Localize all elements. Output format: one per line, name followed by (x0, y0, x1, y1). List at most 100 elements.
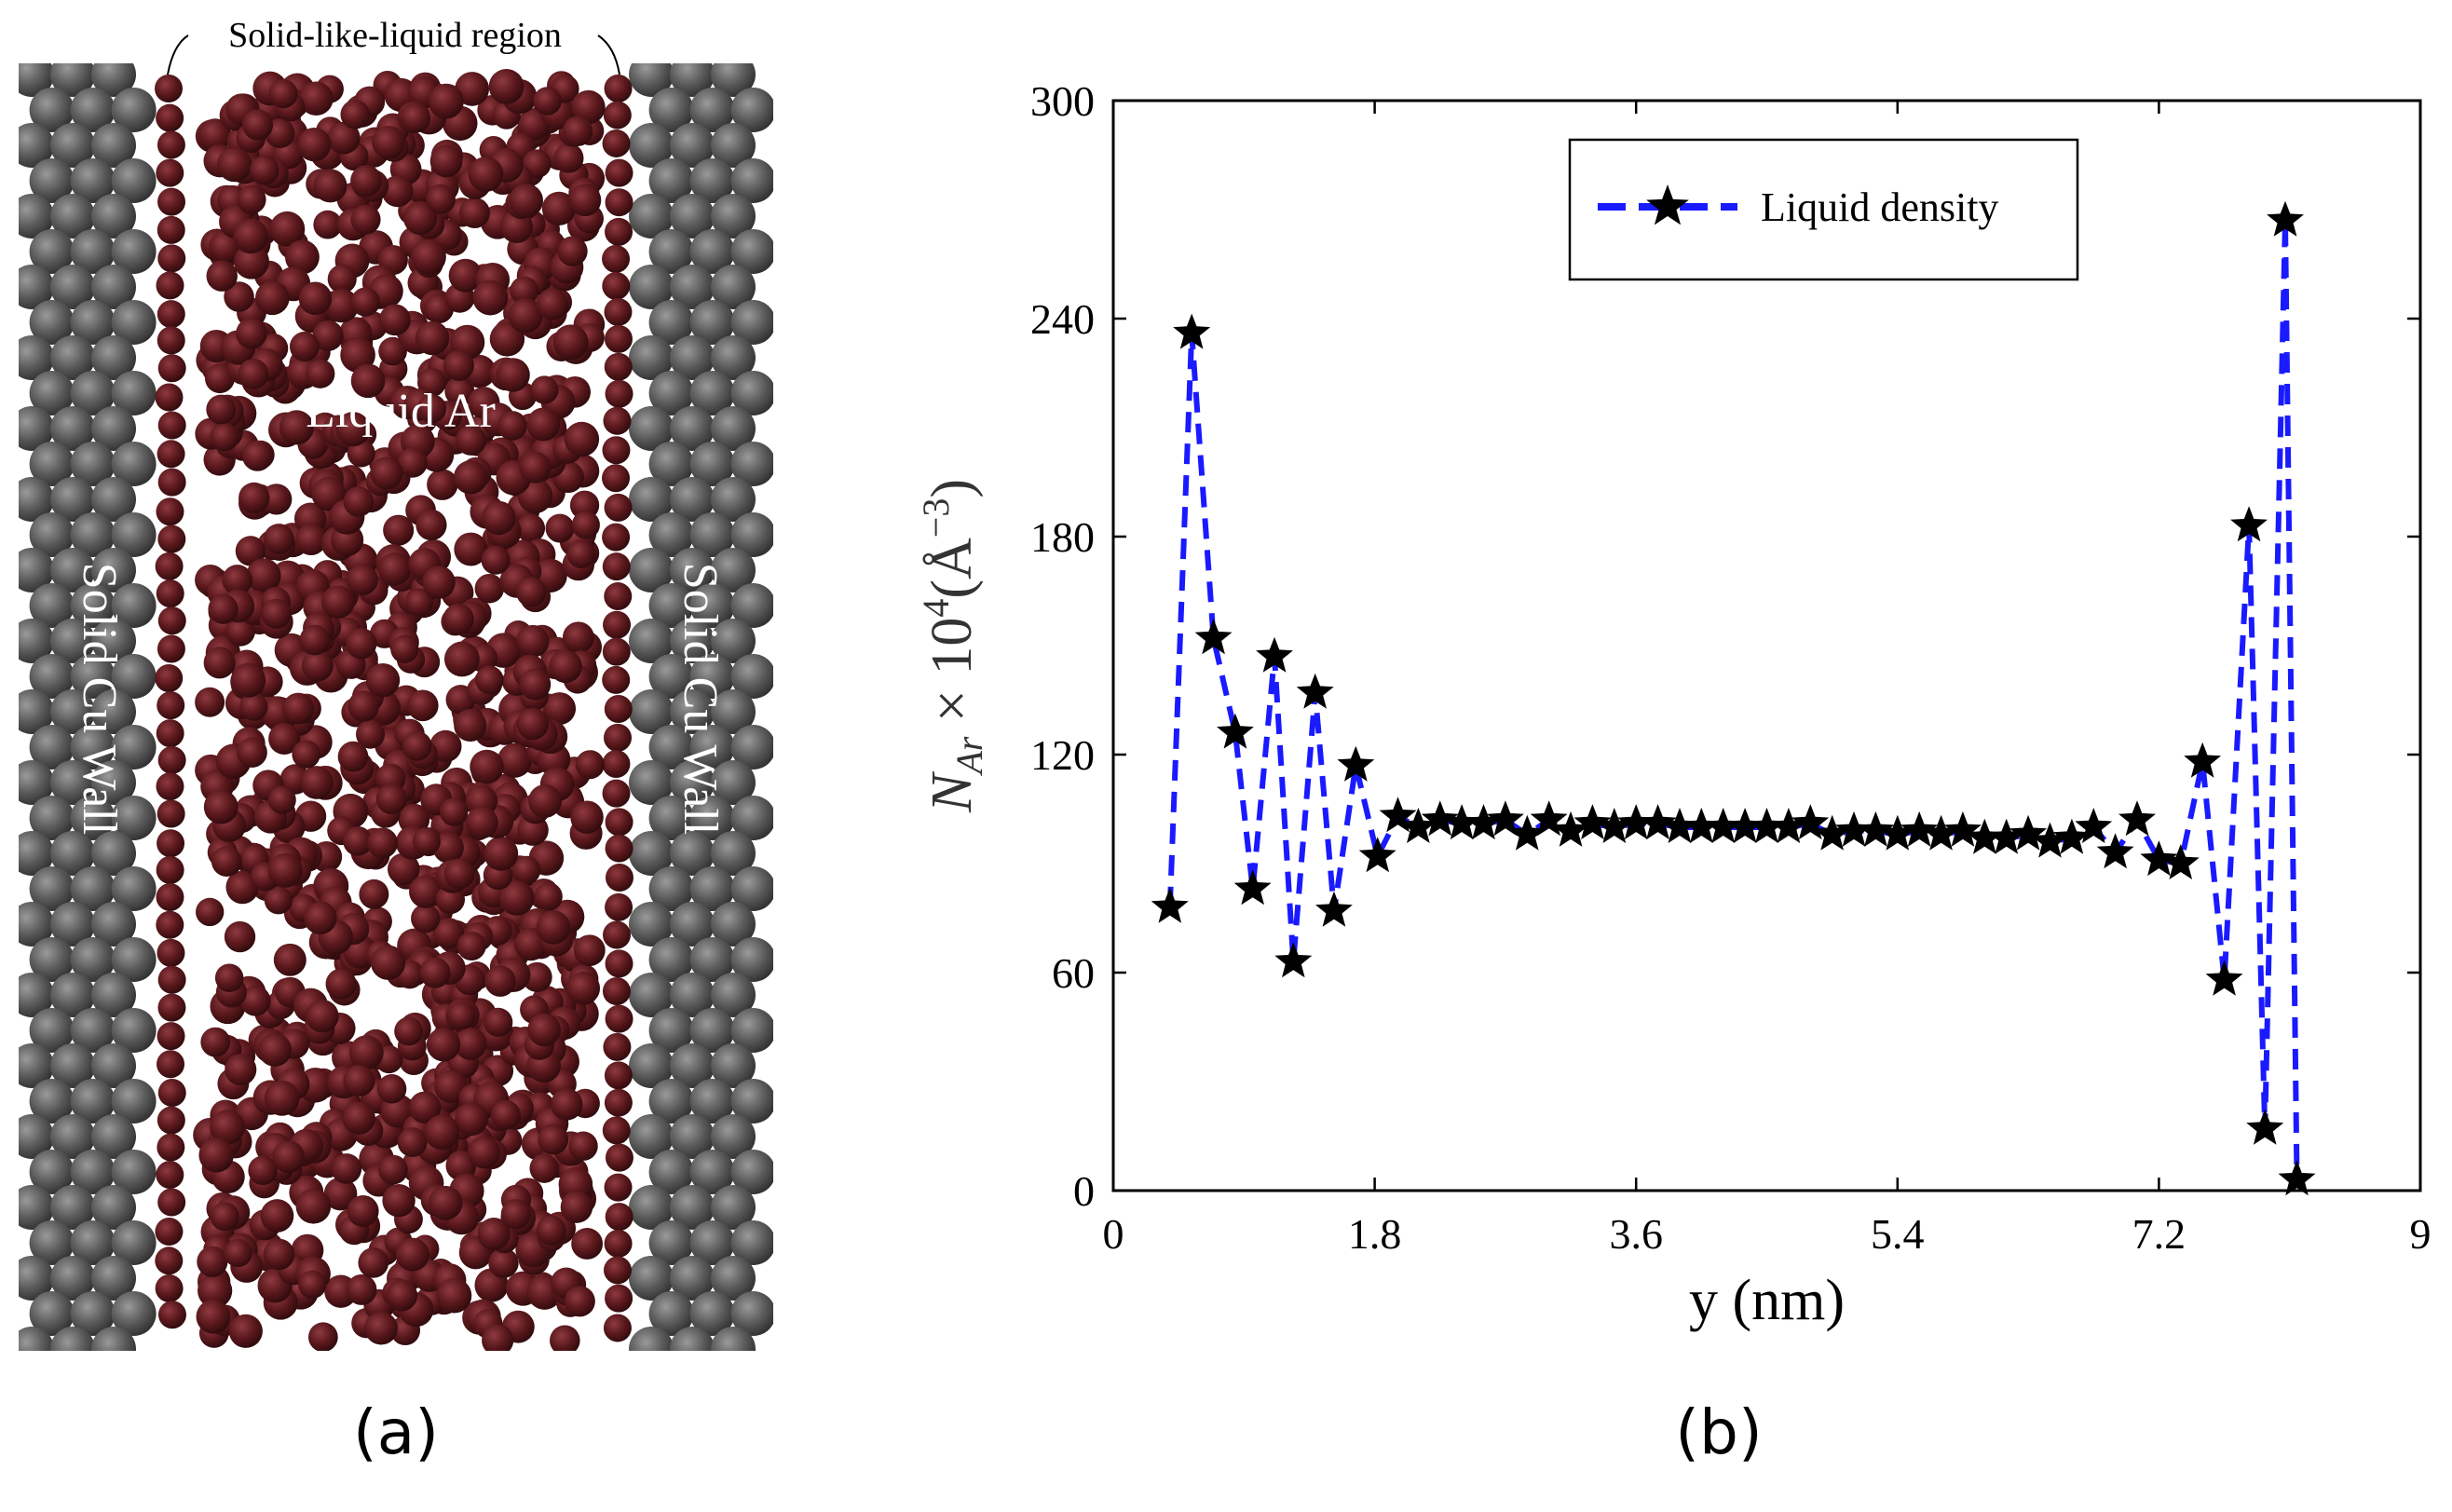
cu-atom (91, 831, 136, 876)
y-tick-label: 60 (1052, 949, 1095, 997)
ar-atom (604, 324, 633, 353)
ar-atom (510, 276, 538, 306)
ar-atom (516, 577, 547, 607)
cu-atom (670, 477, 715, 522)
ar-atom (400, 102, 431, 133)
ar-atom (214, 963, 244, 992)
ar-atom (299, 624, 331, 656)
ar-atom (224, 281, 254, 312)
ar-atom (404, 588, 434, 617)
ar-atom (602, 523, 631, 552)
ar-atom (233, 243, 269, 279)
cu-atom (670, 760, 715, 805)
cu-atom (70, 371, 116, 415)
cu-atom (29, 371, 75, 415)
cu-atom (19, 1043, 54, 1088)
ar-atom (490, 1099, 521, 1130)
cu-atom (111, 725, 157, 770)
ar-atom (443, 641, 480, 677)
cu-atom (19, 406, 54, 451)
cu-atom (689, 229, 735, 274)
ar-atom (602, 637, 631, 666)
cu-atom (629, 548, 674, 593)
data-point-star (2267, 200, 2304, 237)
ar-atom (458, 198, 490, 228)
ar-atom (488, 69, 524, 104)
ar-atom (284, 239, 320, 275)
cu-atom (50, 1327, 95, 1351)
ar-atom (377, 552, 412, 586)
ar-atom (412, 827, 441, 856)
ar-atom (157, 1133, 185, 1162)
y-tick-label: 180 (1030, 513, 1095, 561)
ar-atom (402, 200, 438, 236)
cu-atom (689, 1079, 735, 1124)
cu-atom (70, 1220, 116, 1265)
ar-atom (156, 772, 184, 801)
ar-atom (239, 986, 271, 1016)
cu-atom (29, 512, 75, 557)
legend-entry-liquid-density: Liquid density (1761, 184, 1998, 230)
ar-atom (325, 968, 357, 1000)
ar-atom (553, 143, 584, 173)
ar-atom (347, 1194, 379, 1227)
ar-atom (454, 1027, 487, 1060)
ar-atom (306, 1000, 339, 1033)
ar-atom (300, 766, 334, 799)
cu-atom (50, 1114, 95, 1159)
ar-atom (157, 440, 185, 469)
ar-atom (157, 187, 186, 216)
cu-atom (50, 548, 95, 593)
cu-atom (29, 937, 75, 982)
ar-atom (225, 1054, 257, 1086)
y-label-sub: Ar (948, 736, 990, 776)
cu-atom (689, 371, 735, 415)
cu-atom (629, 619, 674, 663)
cu-atom (91, 265, 136, 309)
ar-atom (527, 1013, 561, 1047)
annotation-arrow-right (597, 34, 620, 75)
cu-atom (19, 760, 54, 805)
cu-atom (629, 973, 674, 1017)
ar-atom (474, 573, 505, 604)
ar-atom (239, 692, 268, 721)
cu-atom (670, 831, 715, 876)
data-point-star (2052, 818, 2091, 854)
cu-atom (70, 583, 116, 628)
ar-atom (297, 127, 332, 162)
cu-atom (629, 831, 674, 876)
ar-atom (382, 1184, 415, 1218)
ar-atom (155, 75, 184, 102)
ar-atom (511, 855, 541, 885)
cu-atom (670, 548, 715, 593)
ar-atom (238, 482, 270, 514)
cu-atom (648, 725, 694, 770)
cu-atom (711, 123, 756, 168)
data-point-star (2205, 960, 2243, 996)
ar-atom (541, 191, 577, 225)
ar-atom (157, 938, 185, 967)
cu-atom (70, 654, 116, 699)
ar-atom (422, 565, 456, 599)
ar-atom (429, 144, 463, 178)
ar-atom (157, 130, 185, 159)
y-label-unit-exp: −3 (915, 498, 957, 538)
data-point-star (1379, 797, 1417, 833)
ar-atom (156, 103, 184, 132)
ar-atom (508, 298, 543, 334)
ar-atom (604, 1173, 633, 1202)
data-point-star (2246, 1109, 2284, 1145)
cu-atom (629, 689, 674, 734)
ar-atom (224, 920, 256, 953)
cu-atom (730, 796, 773, 840)
chart-legend: Liquid density (1568, 138, 2079, 281)
ar-atom (337, 741, 369, 772)
ar-atom (496, 358, 530, 392)
ar-atom (603, 723, 632, 752)
cu-atom (648, 371, 694, 415)
ar-atom (301, 649, 334, 682)
ar-atom (264, 1080, 300, 1116)
ar-atom (198, 118, 232, 152)
cu-atom (19, 973, 54, 1017)
y-axis-label: NAr × 104(Å−3) (915, 479, 990, 813)
